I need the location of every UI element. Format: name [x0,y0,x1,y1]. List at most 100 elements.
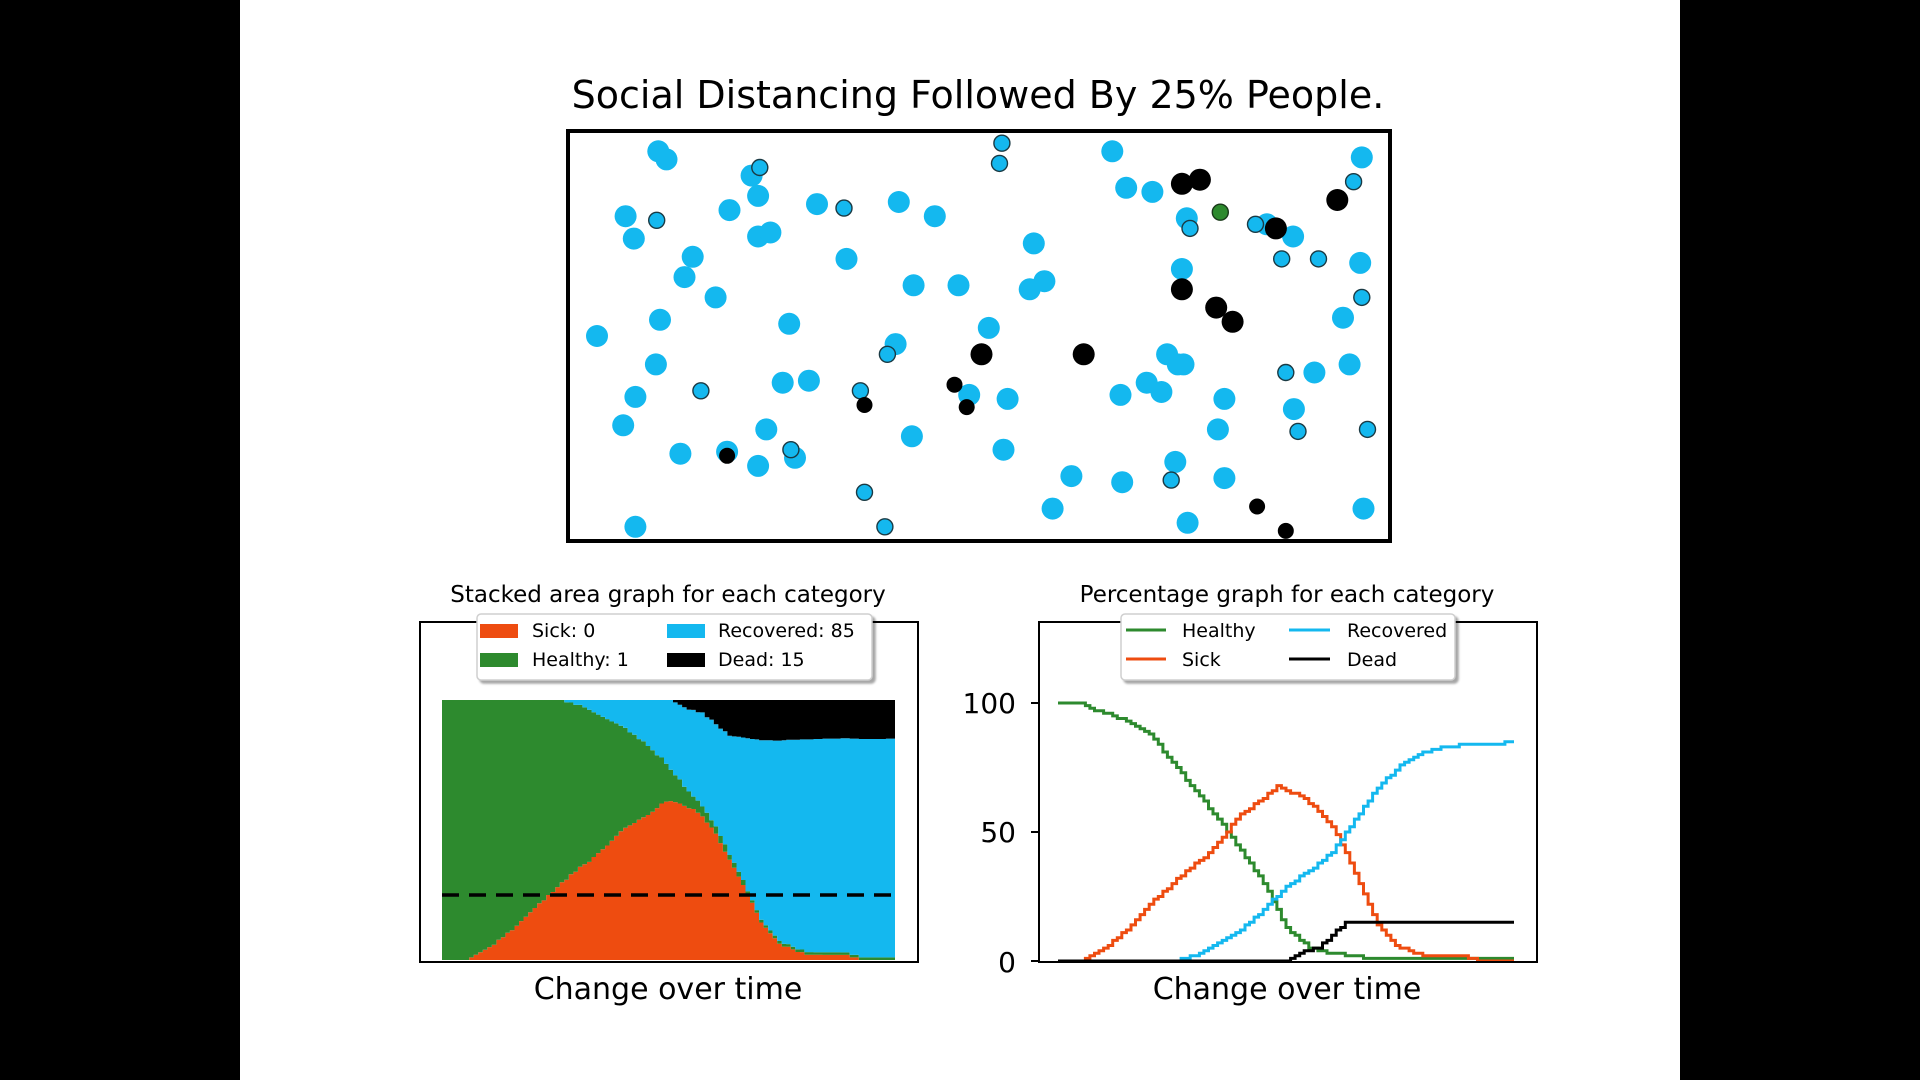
scatter-point-recovered [673,266,696,289]
scatter-point-dead [1170,278,1193,301]
scatter-point-dead [970,343,993,366]
legend-box [1120,613,1456,681]
area-layer-dead [442,700,895,741]
legend-swatch-healthy [480,653,518,667]
legend-swatch-recovered [667,624,705,638]
scatter-point-recovered [996,387,1019,410]
scatter-point-recovered [1170,258,1193,280]
scatter-point-recovered [586,325,608,347]
scatter-point-recovered [797,369,820,392]
scatter-point-recovered [1060,465,1083,488]
scatter-point-recovered [977,316,1000,339]
scatter-point-recovered-distancing [993,134,1011,152]
scatter-point-recovered [755,418,778,441]
scatter-point-recovered [1350,146,1373,169]
scatter-point-recovered-distancing [1309,250,1328,268]
legend-swatch-dead [667,653,705,667]
percentage-legend: Healthy Recovered Sick Dead [1120,613,1456,681]
scatter-point-recovered [718,199,741,222]
scatter-point-recovered-distancing [851,382,870,400]
scatter-point-recovered [1172,353,1195,376]
scatter-point-dead [1188,168,1211,191]
scatter-point-recovered [1338,353,1361,376]
scatter-point-recovered-distancing [1358,420,1377,439]
legend-label-dead: Dead: 15 [718,649,805,671]
scatter-point-recovered [622,227,645,250]
scatter-point-healthy [1211,203,1230,221]
scatter-point-recovered [624,385,647,408]
percentage-panel: Percentage graph for each category 100 5… [963,582,1538,1007]
line-series-healthy [1058,701,1514,960]
line-series-sick [1058,784,1514,963]
scatter-point-recovered [1033,270,1056,293]
scatter-point-recovered [1213,387,1236,410]
scatter-point-recovered [644,353,667,376]
percentage-xlabel: Change over time [1153,972,1422,1007]
scatter-point-dead [1277,522,1294,539]
scatter-point-recovered [681,245,704,268]
scatter-point-recovered-distancing [1181,219,1199,238]
scatter-point-recovered-distancing [751,158,769,177]
stacked-area-title: Stacked area graph for each category [450,582,886,608]
scatter-point-recovered [1150,381,1173,403]
scatter-point-recovered [1141,180,1164,203]
scatter-point-recovered [1164,450,1187,473]
scatter-point-recovered [1101,140,1124,163]
scatter-point-recovered-distancing [876,518,894,536]
stacked-area-xlabel: Change over time [534,972,803,1007]
y-tick-label-50: 50 [980,816,1016,849]
stacked-area-legend: Sick: 0 Recovered: 85 Healthy: 1 Dead: 1… [476,613,873,681]
scatter-point-recovered [1109,383,1132,406]
area-layer-sick [442,801,895,960]
y-tick-label-100: 100 [963,687,1016,720]
scatter-point-recovered [992,438,1015,461]
scatter-point-recovered-distancing [1272,250,1291,268]
scatter-point-dead [1221,310,1244,333]
scatter-point-recovered [1282,225,1305,248]
scatter-point-recovered [1115,176,1138,199]
legend-label-recovered: Recovered: 85 [718,620,855,642]
scatter-point-recovered [704,286,727,309]
scatter-point-recovered [624,515,647,538]
scatter-point-dead [1072,343,1095,366]
y-axis: 100 50 0 [963,687,1039,979]
scatter-point-recovered [614,205,637,228]
legend-label-sick: Sick: 0 [532,620,595,642]
scatter-point-recovered [747,454,770,477]
percentage-title: Percentage graph for each category [1080,582,1495,608]
scatter-point-recovered-distancing [1162,471,1180,489]
scatter-point-recovered [1352,497,1375,520]
scatter-point-recovered [1206,418,1229,441]
legend-label-dead: Dead [1347,649,1397,671]
scatter-point-recovered-distancing [855,483,874,501]
scatter-point-recovered-distancing [990,154,1009,173]
scatter-point-recovered-distancing [878,345,897,363]
scatter-point-recovered-distancing [1344,172,1363,191]
scatter-panel: Social Distancing Followed By 25% People… [566,73,1392,543]
scatter-point-dead [1249,498,1266,515]
scatter-point-recovered [1213,467,1236,490]
scatter-point-recovered [1041,497,1064,520]
scatter-point-recovered [669,442,692,465]
legend-box [476,613,873,681]
scatter-point-recovered [771,371,794,394]
legend-label-recovered: Recovered [1347,620,1447,642]
scatter-point-recovered [900,425,923,448]
y-tick-label-0: 0 [998,946,1016,979]
scatter-point-recovered-distancing [692,382,710,400]
area-layer-healthy [442,700,895,960]
scatter-point-recovered-distancing [1246,215,1265,234]
scatter-point-recovered [1022,232,1045,255]
scatter-point-dead [958,399,975,416]
scatter-point-recovered [778,312,801,335]
scatter-point-recovered [612,414,635,437]
scatter-point-dead [1170,172,1193,195]
legend-label-healthy: Healthy [1182,620,1256,642]
scatter-point-recovered [902,274,925,297]
scatter-point-recovered [947,274,970,297]
scatter-point-dead [856,397,873,413]
stacked-area-panel: Stacked area graph for each category Cha… [419,582,919,1007]
scatter-point-recovered-distancing [1289,422,1307,441]
scatter-point-recovered [1111,471,1134,494]
